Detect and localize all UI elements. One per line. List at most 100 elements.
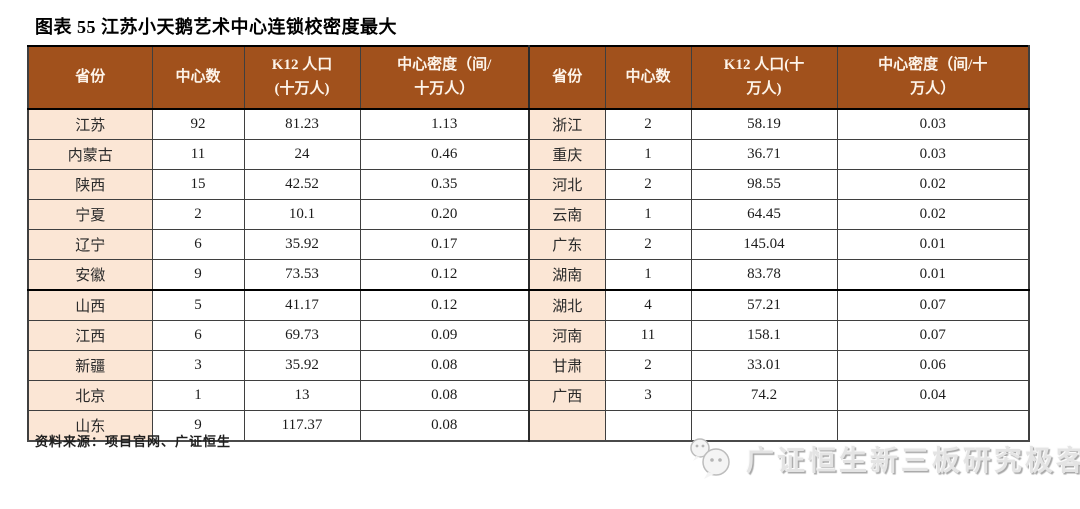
value-cell: 33.01 xyxy=(690,350,838,381)
value-cell xyxy=(836,410,1030,442)
province-cell: 湖南 xyxy=(528,259,606,291)
value-cell: 57.21 xyxy=(690,289,838,321)
province-cell: 湖北 xyxy=(528,289,606,321)
watermark-text: 广证恒生新三板研究极客 xyxy=(746,446,1080,477)
value-cell: 2 xyxy=(604,350,692,381)
value-cell: 15 xyxy=(151,169,245,200)
table-row: 内蒙古 11 24 0.46 重庆 1 36.71 0.03 xyxy=(27,139,1030,170)
value-cell: 0.08 xyxy=(359,350,530,381)
value-cell: 0.04 xyxy=(836,380,1030,411)
value-cell: 0.02 xyxy=(836,169,1030,200)
value-cell: 0.01 xyxy=(836,229,1030,260)
value-cell: 0.17 xyxy=(359,229,530,260)
col-header-k12-right: K12 人口(十 万人) xyxy=(690,45,838,110)
value-cell: 3 xyxy=(151,350,245,381)
province-cell: 辽宁 xyxy=(27,229,153,260)
value-cell: 0.08 xyxy=(359,380,530,411)
value-cell: 0.46 xyxy=(359,139,530,170)
province-cell: 甘肃 xyxy=(528,350,606,381)
province-cell: 浙江 xyxy=(528,108,606,140)
province-cell: 内蒙古 xyxy=(27,139,153,170)
value-cell: 42.52 xyxy=(243,169,361,200)
value-cell: 1 xyxy=(604,139,692,170)
table-row: 安徽 9 73.53 0.12 湖南 1 83.78 0.01 xyxy=(27,259,1030,291)
province-cell: 陕西 xyxy=(27,169,153,200)
source-note: 资料来源：项目官网、广证恒生 xyxy=(35,434,232,449)
value-cell: 83.78 xyxy=(690,259,838,291)
value-cell: 5 xyxy=(151,289,245,321)
table-row: 新疆 3 35.92 0.08 甘肃 2 33.01 0.06 xyxy=(27,350,1030,381)
value-cell xyxy=(690,410,838,442)
value-cell: 36.71 xyxy=(690,139,838,170)
col-header-density-left: 中心密度（间/ 十万人） xyxy=(359,45,530,110)
value-cell: 158.1 xyxy=(690,320,838,351)
value-cell: 0.20 xyxy=(359,199,530,230)
table-row: 辽宁 6 35.92 0.17 广东 2 145.04 0.01 xyxy=(27,229,1030,260)
province-cell: 宁夏 xyxy=(27,199,153,230)
province-cell: 山东 xyxy=(27,410,153,442)
value-cell: 6 xyxy=(151,229,245,260)
value-cell: 11 xyxy=(151,139,245,170)
value-cell: 1 xyxy=(151,380,245,411)
watermark: 广证恒生新三板研究极客 xyxy=(686,436,1080,482)
table-row: 江苏 92 81.23 1.13 浙江 2 58.19 0.03 xyxy=(27,108,1030,140)
value-cell: 0.07 xyxy=(836,289,1030,321)
value-cell: 58.19 xyxy=(690,108,838,140)
province-cell: 河南 xyxy=(528,320,606,351)
value-cell: 9 xyxy=(151,259,245,291)
province-cell: 山西 xyxy=(27,289,153,321)
value-cell: 11 xyxy=(604,320,692,351)
value-cell: 41.17 xyxy=(243,289,361,321)
value-cell: 0.01 xyxy=(836,259,1030,291)
table-row: 北京 1 13 0.08 广西 3 74.2 0.04 xyxy=(27,380,1030,411)
province-cell xyxy=(528,410,606,442)
value-cell: 0.35 xyxy=(359,169,530,200)
table-row: 江西 6 69.73 0.09 河南 11 158.1 0.07 xyxy=(27,320,1030,351)
value-cell: 0.02 xyxy=(836,199,1030,230)
province-cell: 新疆 xyxy=(27,350,153,381)
col-header-k12-left: K12 人口 (十万人) xyxy=(243,45,361,110)
value-cell: 2 xyxy=(151,199,245,230)
value-cell: 0.03 xyxy=(836,139,1030,170)
value-cell: 0.12 xyxy=(359,289,530,321)
value-cell: 35.92 xyxy=(243,350,361,381)
value-cell: 1 xyxy=(604,259,692,291)
value-cell: 13 xyxy=(243,380,361,411)
value-cell: 69.73 xyxy=(243,320,361,351)
province-cell: 江西 xyxy=(27,320,153,351)
value-cell: 64.45 xyxy=(690,199,838,230)
value-cell: 6 xyxy=(151,320,245,351)
table-header-row: 省份 中心数 K12 人口 (十万人) 中心密度（间/ 十万人） 省份 中心数 … xyxy=(27,45,1030,110)
value-cell: 92 xyxy=(151,108,245,140)
province-cell: 重庆 xyxy=(528,139,606,170)
value-cell: 2 xyxy=(604,108,692,140)
value-cell: 0.09 xyxy=(359,320,530,351)
province-cell: 河北 xyxy=(528,169,606,200)
col-header-province-right: 省份 xyxy=(528,45,606,110)
province-cell: 广西 xyxy=(528,380,606,411)
density-table: 省份 中心数 K12 人口 (十万人) 中心密度（间/ 十万人） 省份 中心数 … xyxy=(27,45,1030,442)
table-row: 陕西 15 42.52 0.35 河北 2 98.55 0.02 xyxy=(27,169,1030,200)
value-cell: 0.06 xyxy=(836,350,1030,381)
value-cell: 0.12 xyxy=(359,259,530,291)
value-cell: 145.04 xyxy=(690,229,838,260)
province-cell: 江苏 xyxy=(27,108,153,140)
value-cell: 4 xyxy=(604,289,692,321)
value-cell: 2 xyxy=(604,229,692,260)
table-row: 山东 9 117.37 0.08 xyxy=(27,410,1030,442)
col-header-centers-left: 中心数 xyxy=(151,45,245,110)
col-header-province-left: 省份 xyxy=(27,45,153,110)
value-cell: 0.07 xyxy=(836,320,1030,351)
col-header-density-right: 中心密度（间/十 万人） xyxy=(836,45,1030,110)
value-cell: 24 xyxy=(243,139,361,170)
wechat-icon xyxy=(690,438,730,479)
value-cell: 73.53 xyxy=(243,259,361,291)
value-cell: 2 xyxy=(604,169,692,200)
figure-title: 图表 55 江苏小天鹅艺术中心连锁校密度最大 xyxy=(35,17,397,37)
value-cell xyxy=(604,410,692,442)
value-cell: 117.37 xyxy=(243,410,361,442)
province-cell: 安徽 xyxy=(27,259,153,291)
value-cell: 0.03 xyxy=(836,108,1030,140)
value-cell: 1 xyxy=(604,199,692,230)
